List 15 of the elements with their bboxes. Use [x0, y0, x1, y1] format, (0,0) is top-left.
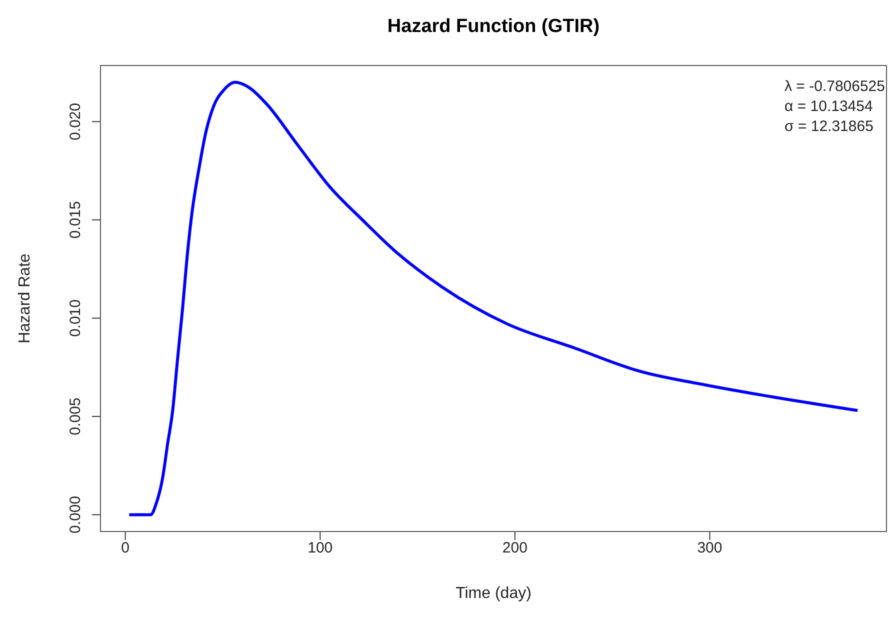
- x-tick-label: 100: [308, 540, 333, 557]
- x-tick-label: 0: [121, 540, 130, 557]
- x-tick-label: 200: [502, 540, 528, 557]
- y-tick-label: 0.005: [67, 398, 84, 436]
- annotation: λ = -0.7806525: [784, 77, 885, 97]
- annotation: σ = 12.31865: [784, 117, 874, 137]
- y-tick-label: 0.015: [67, 201, 84, 239]
- x-axis-title: Time (day): [456, 585, 532, 602]
- chart-title: Hazard Function (GTIR): [386, 16, 601, 38]
- x-tick-label: 300: [697, 540, 722, 557]
- y-tick-label: 0.000: [67, 496, 84, 534]
- annotation: α = 10.13454: [784, 97, 874, 117]
- y-tick-label: 0.020: [67, 102, 84, 140]
- y-tick-label: 0.010: [67, 299, 84, 337]
- y-axis-title: Hazard Rate: [16, 253, 34, 344]
